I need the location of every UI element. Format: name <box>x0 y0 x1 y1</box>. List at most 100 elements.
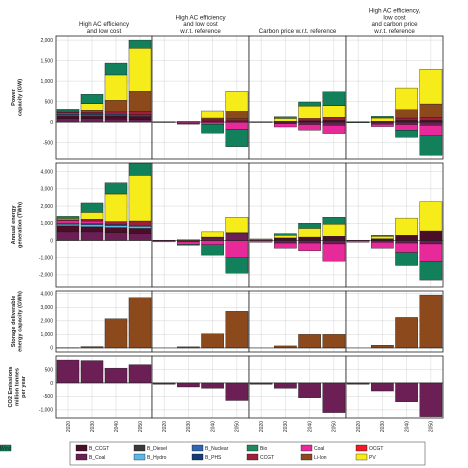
bar-segment-coal-2030 <box>274 123 297 128</box>
column-titles: High AC efficiency and low cost High AC ef… <box>79 8 421 35</box>
bar-segment-b-coal-2040 <box>298 121 321 125</box>
bar-segment-coal-2050 <box>225 121 249 130</box>
bar-segment-pv-2050 <box>322 105 346 118</box>
panel-r2-c3 <box>248 162 347 288</box>
bar-segment-b-coal-2050 <box>419 382 443 417</box>
legend-swatch <box>191 453 204 461</box>
bar-segment-ccgt-2050 <box>128 111 152 115</box>
legend-label: PV <box>369 455 376 461</box>
bar-segment-wind-2040 <box>104 182 128 195</box>
x-tick-labels: 2020 2030 2040 2050 2020 2030 2040 2050 2020 2030… <box>66 421 435 432</box>
legend: B_CCGT B_Coal B_Diesel B_Hydro B_Nuclear B_PH… <box>0 441 426 466</box>
legend-swatch <box>246 444 259 452</box>
bar-segment-ccgt-2050 <box>225 118 249 122</box>
bar-segment-b-coal-2030 <box>80 231 104 241</box>
x-tick-label-2050: 2050 <box>138 421 144 432</box>
bar-segment-li-ion-2050 <box>419 294 443 349</box>
bar-segment-wind-2030 <box>371 235 394 237</box>
y-tick-label: 500 <box>45 99 54 105</box>
y-tick-label: 3,000 <box>40 187 53 193</box>
panel-r3-c2 <box>151 290 250 353</box>
column-title-4: High AC efficiency, low cost and carbon pr… <box>369 8 421 35</box>
bar-segment-wind-2040 <box>298 223 321 229</box>
bar-segment-wind-2040 <box>298 101 321 107</box>
legend-label: Coal <box>314 446 324 452</box>
bar-segment-ccgt-2050 <box>419 117 443 121</box>
bar-segment-b-coal-2030 <box>371 121 394 125</box>
bar-segment-pv-2050 <box>322 223 346 237</box>
bar-segment-li-ion-2050 <box>322 334 346 349</box>
bar-segment-b-coal-2050 <box>322 240 346 245</box>
bar-segment-coal-2020 <box>56 112 80 115</box>
bar-segment-li-ion-2040 <box>201 333 224 349</box>
bar-segment-coal-2040 <box>201 240 224 245</box>
bar-segment-pv-2050 <box>225 91 249 112</box>
bar-segment-wind-2020 <box>56 216 80 219</box>
bar-segment-li-ion-2050 <box>225 111 249 119</box>
bar-segment-pv-2040 <box>395 87 418 110</box>
bar-segment-b-coal-2050 <box>322 382 346 413</box>
bar-segment-pv-2030 <box>80 103 104 111</box>
x-tick-label-2050: 2050 <box>429 421 435 432</box>
bar-segment-wind-2040 <box>395 130 418 138</box>
x-tick-label-2020: 2020 <box>162 421 168 432</box>
bar-segment-coal-2020 <box>56 220 80 224</box>
y-tick-label: 2,000 <box>40 38 53 44</box>
x-tick-label-2030: 2030 <box>283 421 289 432</box>
legend-swatch <box>75 453 88 461</box>
bar-segment-wind-2050 <box>419 135 443 156</box>
panel-r3-c4 <box>345 290 444 353</box>
y-tick-label: 1,500 <box>40 58 53 64</box>
x-tick-label-2050: 2050 <box>235 421 241 432</box>
y-tick-label: 0 <box>50 346 53 352</box>
y-tick-label: 0 <box>50 381 53 387</box>
bar-segment-ccgt-2040 <box>104 111 128 115</box>
panel-r1-c2 <box>151 35 250 160</box>
bar-segment-li-ion-2030 <box>177 123 200 125</box>
bar-segment-pv-2020 <box>56 218 80 220</box>
bar-segment-b-coal-2030 <box>274 382 297 389</box>
column-title-3: Carbon price w.r.t. reference <box>259 28 337 35</box>
bar-segment-ccgt-2040 <box>201 119 224 122</box>
bar-segment-coal-2030 <box>177 241 200 245</box>
bar-segment-wind-2050 <box>322 217 346 225</box>
legend-swatch <box>133 444 146 452</box>
bar-segment-li-ion-2040 <box>395 109 418 119</box>
bar-segment-coal-2030 <box>80 220 104 224</box>
bar-segment-b-coal-2040 <box>201 382 224 389</box>
legend-item-li-ion: Li-Ion <box>300 453 327 461</box>
bar-segment-pv-2030 <box>80 212 104 220</box>
bar-segment-pv-2030 <box>274 235 297 239</box>
bar-segment-wind-2050 <box>225 257 249 274</box>
legend-label: Wind <box>0 446 12 452</box>
legend-item-ocgt: OCGT <box>355 444 383 452</box>
panel-r1-c1 <box>55 35 153 160</box>
bar-segment-b-coal-2030 <box>371 382 394 392</box>
legend-label: B_Diesel <box>147 446 167 452</box>
y-axis-title-row-1: Powercapacity (GW) <box>11 79 23 116</box>
bar-segment-coal-2030 <box>274 242 297 249</box>
bar-segment-b-ccgt-2040 <box>104 115 128 120</box>
legend-label: Bio <box>260 446 267 452</box>
bar-segment-coal-2050 <box>419 243 443 262</box>
bar-segment-b-coal-2040 <box>201 237 224 241</box>
bar-segment-b-coal-2030 <box>177 382 200 388</box>
panel-r1-c4 <box>345 35 444 160</box>
bar-segment-coal-2040 <box>298 124 321 131</box>
bar-segment-b-coal-2040 <box>298 382 321 398</box>
bar-segment-b-ccgt-2050 <box>322 236 346 241</box>
legend-swatch <box>75 444 88 452</box>
x-tick-label-2040: 2040 <box>114 421 120 432</box>
panel-r4-c4 <box>345 355 444 419</box>
bar-segment-pv-2030 <box>371 117 394 122</box>
bar-segment-pv-2040 <box>395 217 418 236</box>
bar-segment-ccgt-2050 <box>128 220 152 226</box>
bar-segment-coal-2030 <box>371 123 394 127</box>
y-tick-label: 0 <box>50 238 53 244</box>
y-axis-title-row-2: Annual energygeneration (TWh) <box>11 202 23 248</box>
x-tick-label-2030: 2030 <box>186 421 192 432</box>
bar-segment-pv-2020 <box>249 238 273 240</box>
y-tick-label: -2,000 <box>39 273 53 279</box>
legend-item-b-phs: B_PHS <box>191 453 222 461</box>
bar-segment-ccgt-2050 <box>322 117 346 121</box>
